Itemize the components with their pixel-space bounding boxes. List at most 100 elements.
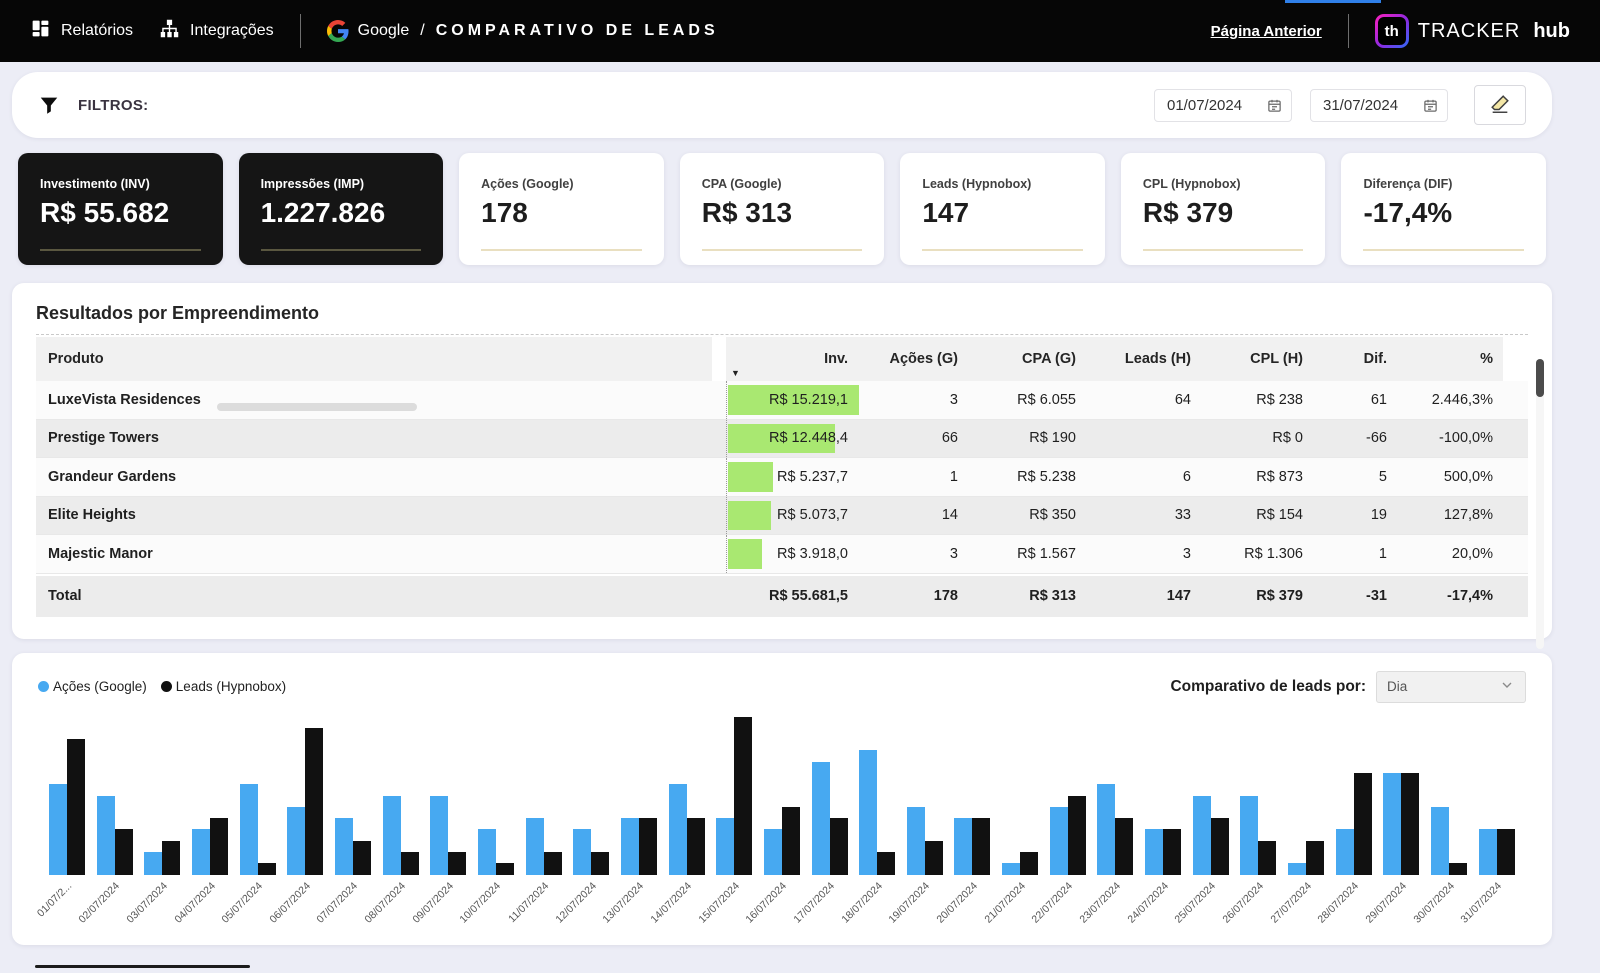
column-header-cpl[interactable]: CPL (H) <box>1201 337 1313 381</box>
column-header-produto[interactable]: Produto <box>36 337 712 381</box>
table-row[interactable]: Majestic Manor R$ 3.918,0 3 R$ 1.567 3 R$ 1.3… <box>36 535 1528 574</box>
acoes-bar[interactable] <box>49 784 67 875</box>
kpi-value: 178 <box>481 197 528 228</box>
leads-bar[interactable] <box>1449 863 1468 875</box>
leads-bar[interactable] <box>67 739 85 875</box>
leads-bar[interactable] <box>1115 818 1134 875</box>
acoes-bar[interactable] <box>668 784 687 875</box>
acoes-bar[interactable] <box>191 829 210 875</box>
acoes-bar[interactable] <box>1288 863 1307 875</box>
page-horizontal-scrollbar[interactable] <box>0 965 1600 970</box>
leads-bar[interactable] <box>257 863 276 875</box>
leads-bar[interactable] <box>1210 818 1229 875</box>
leads-bar[interactable] <box>829 818 848 875</box>
legend-dot-leads <box>160 681 172 692</box>
date-end-input[interactable] <box>1323 96 1415 114</box>
acoes-bar[interactable] <box>430 795 449 875</box>
clear-filters-button[interactable] <box>1474 85 1526 125</box>
leads-bar[interactable] <box>448 851 467 875</box>
acoes-bar[interactable] <box>1002 863 1021 875</box>
acoes-bar[interactable] <box>906 806 925 875</box>
date-end-field[interactable] <box>1310 88 1448 122</box>
leads-bar[interactable] <box>1163 829 1182 875</box>
leads-bar[interactable] <box>400 851 419 875</box>
acoes-bar[interactable] <box>1145 829 1164 875</box>
leads-bar[interactable] <box>352 840 371 875</box>
nav-item-relatorios[interactable]: Relatórios <box>30 18 133 44</box>
kpi-value: 1.227.826 <box>260 197 386 228</box>
acoes-bar[interactable] <box>811 761 830 875</box>
leads-bar[interactable] <box>781 806 800 875</box>
acoes-bar[interactable] <box>525 818 544 875</box>
comparison-period-select[interactable]: Dia <box>1376 670 1526 703</box>
leads-bar[interactable] <box>162 840 181 875</box>
acoes-bar[interactable] <box>382 795 401 875</box>
acoes-bar[interactable] <box>477 829 496 875</box>
sort-indicator-icon[interactable]: ▼ <box>731 368 740 378</box>
acoes-bar[interactable] <box>1049 806 1068 875</box>
column-header-pct[interactable]: % <box>1397 337 1503 381</box>
table-vertical-scrollbar[interactable] <box>1536 359 1544 649</box>
acoes-bar[interactable] <box>1097 784 1116 875</box>
acoes-bar[interactable] <box>334 818 353 875</box>
table-row[interactable]: Grandeur Gardens R$ 5.237,7 1 R$ 5.238 6 R$ 8… <box>36 458 1528 497</box>
acoes-bar[interactable] <box>96 795 115 875</box>
nav-item-integracoes[interactable]: Integrações <box>159 18 274 44</box>
acoes-bar[interactable] <box>573 829 592 875</box>
leads-bar[interactable] <box>1496 829 1515 875</box>
leads-bar[interactable] <box>114 829 133 875</box>
date-start-field[interactable] <box>1154 88 1292 122</box>
calendar-icon[interactable] <box>1267 98 1282 113</box>
acoes-bar[interactable] <box>716 818 735 875</box>
column-header-cpa[interactable]: CPA (G) <box>968 337 1086 381</box>
table-vertical-scrollbar-thumb[interactable] <box>1536 359 1544 397</box>
acoes-bar[interactable] <box>1192 795 1211 875</box>
leads-bar[interactable] <box>1020 851 1039 875</box>
leads-bar[interactable] <box>734 716 753 875</box>
table-row[interactable]: Prestige Towers R$ 12.448,4 66 R$ 190 R$ 0 -6… <box>36 419 1528 458</box>
leads-bar[interactable] <box>686 818 705 875</box>
leads-bar[interactable] <box>495 863 514 875</box>
page-horizontal-scrollbar-thumb[interactable] <box>35 965 250 968</box>
leads-bar[interactable] <box>305 727 324 875</box>
acoes-bar[interactable] <box>1240 795 1259 875</box>
leads-bar[interactable] <box>1353 772 1372 875</box>
table-row[interactable]: Elite Heights R$ 5.073,7 14 R$ 350 33 R$ 154 1… <box>36 496 1528 535</box>
acoes-bar[interactable] <box>954 818 973 875</box>
acoes-bar[interactable] <box>1335 829 1354 875</box>
leads-bar[interactable] <box>924 840 943 875</box>
acoes-bar[interactable] <box>763 829 782 875</box>
column-header-leads[interactable]: Leads (H) <box>1086 337 1201 381</box>
acoes-bar[interactable] <box>144 851 163 875</box>
column-header-inv[interactable]: ▼ Inv. <box>726 337 858 381</box>
calendar-icon[interactable] <box>1423 98 1438 113</box>
previous-page-link[interactable]: Página Anterior <box>1210 22 1322 40</box>
leads-bar[interactable] <box>591 851 610 875</box>
leads-bar[interactable] <box>1067 795 1086 875</box>
acoes-bar[interactable] <box>859 750 878 875</box>
inv-databar <box>728 500 772 530</box>
acoes-bar[interactable] <box>1478 829 1497 875</box>
legend-item-leads[interactable]: Leads (Hypnobox) <box>160 679 286 694</box>
leads-bar[interactable] <box>972 818 991 875</box>
kpi-card-diferenca: Diferença (DIF) -17,4% <box>1341 153 1547 265</box>
column-header-acoes[interactable]: Ações (G) <box>858 337 968 381</box>
date-start-input[interactable] <box>1167 96 1259 114</box>
legend-item-acoes[interactable]: Ações (Google) <box>38 679 147 694</box>
table-row[interactable]: LuxeVista Residences R$ 15.219,1 3 R$ 6.055… <box>36 381 1528 420</box>
acoes-bar[interactable] <box>1383 772 1402 875</box>
leads-bar[interactable] <box>1258 840 1277 875</box>
acoes-bar[interactable] <box>1431 806 1450 875</box>
leads-bar[interactable] <box>877 851 896 875</box>
leads-bar[interactable] <box>209 818 228 875</box>
column-header-dif[interactable]: Dif. <box>1313 337 1397 381</box>
leads-bar[interactable] <box>638 818 657 875</box>
leads-bar[interactable] <box>1306 840 1325 875</box>
leads-bar[interactable] <box>1401 772 1420 875</box>
acoes-bar[interactable] <box>620 818 639 875</box>
leads-bar[interactable] <box>543 851 562 875</box>
table-horizontal-scrollbar[interactable] <box>217 403 417 411</box>
acoes-bar[interactable] <box>287 806 306 875</box>
table-total-row[interactable]: Total R$ 55.681,5 178 R$ 313 147 R$ 379 -31 -17… <box>36 575 1528 617</box>
acoes-bar[interactable] <box>239 784 258 875</box>
